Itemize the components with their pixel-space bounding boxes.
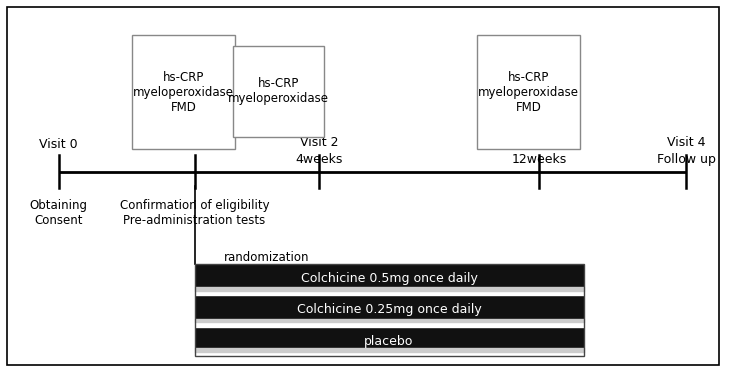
FancyBboxPatch shape [195,264,584,293]
FancyBboxPatch shape [195,322,584,327]
FancyBboxPatch shape [195,295,584,325]
FancyBboxPatch shape [477,35,580,149]
FancyBboxPatch shape [132,35,235,149]
Text: 12weeks: 12weeks [512,153,567,166]
Text: Colchicine 0.25mg once daily: Colchicine 0.25mg once daily [297,303,482,317]
Text: Visit 3: Visit 3 [520,137,559,149]
FancyBboxPatch shape [233,46,324,137]
Text: Colchicine 0.5mg once daily: Colchicine 0.5mg once daily [301,272,477,285]
Text: Follow up: Follow up [657,153,716,166]
Text: Visit 1: Visit 1 [175,138,214,151]
FancyBboxPatch shape [195,327,584,356]
Text: Visit 2: Visit 2 [300,137,338,149]
Text: 4weeks: 4weeks [296,153,343,166]
Text: placebo: placebo [364,335,414,348]
Text: randomization: randomization [224,251,309,264]
Text: Obtaining
Consent: Obtaining Consent [29,199,88,227]
Text: Visit 4: Visit 4 [667,137,705,149]
Text: hs-CRP
myeloperoxidase
FMD: hs-CRP myeloperoxidase FMD [478,71,579,114]
Text: hs-CRP
myeloperoxidase
FMD: hs-CRP myeloperoxidase FMD [133,71,234,114]
Text: hs-CRP
myeloperoxidase: hs-CRP myeloperoxidase [228,77,329,105]
Text: Confirmation of eligibility
Pre-administration tests: Confirmation of eligibility Pre-administ… [120,199,269,227]
FancyBboxPatch shape [195,291,584,295]
Text: Visit 0: Visit 0 [40,138,78,151]
